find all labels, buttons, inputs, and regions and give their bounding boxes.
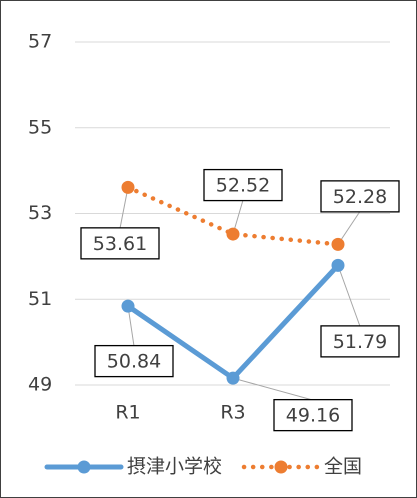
leader-line (232, 377, 314, 401)
y-tick-label: 51 (28, 288, 52, 310)
data-label: 52.28 (333, 186, 387, 208)
data-label: 51.79 (333, 331, 387, 353)
leader-line (337, 265, 361, 327)
y-tick-label: 49 (28, 374, 52, 396)
x-tick-label: R1 (115, 402, 140, 424)
y-tick-label: 55 (28, 116, 52, 138)
marker (331, 258, 345, 272)
leader-line (337, 211, 361, 245)
label-box (273, 398, 353, 432)
data-label: 53.61 (93, 233, 147, 255)
series-line (125, 185, 341, 247)
data-label: 50.84 (107, 351, 161, 373)
marker (226, 227, 240, 241)
legend-label: 全国 (324, 456, 362, 478)
label-box (320, 180, 400, 213)
data-label: 49.16 (286, 405, 340, 427)
leader-line (119, 187, 129, 229)
label-box (320, 325, 400, 358)
y-tick-label: 57 (28, 31, 52, 53)
marker (121, 299, 135, 313)
legend-marker (77, 460, 91, 474)
legend-marker (274, 460, 288, 474)
x-tick-label: R3 (220, 402, 245, 424)
marker (226, 371, 240, 385)
label-box (80, 227, 160, 260)
label-box (203, 168, 283, 202)
marker (331, 237, 345, 251)
leader-line (127, 306, 135, 347)
marker (121, 180, 135, 194)
data-label: 52.52 (216, 175, 270, 197)
label-box (94, 344, 174, 378)
y-tick-label: 53 (28, 202, 52, 224)
legend-label: 摂津小学校 (127, 456, 222, 478)
